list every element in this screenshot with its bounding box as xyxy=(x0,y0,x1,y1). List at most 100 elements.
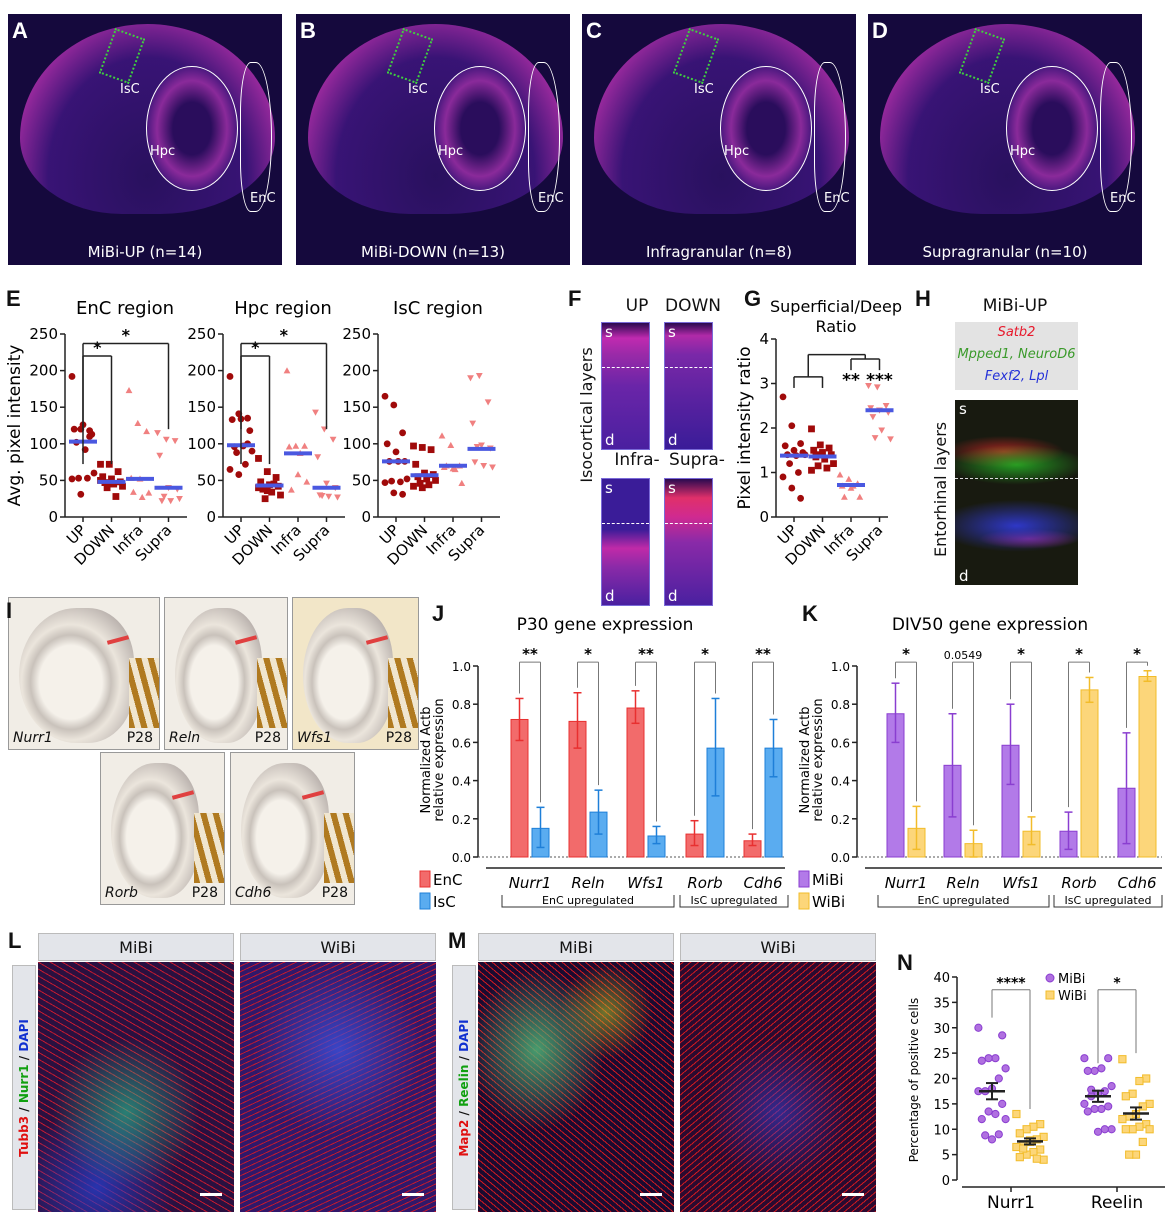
panel_l-stain-label: Tubb3 / Nurr1 / DAPI xyxy=(12,965,36,1210)
data-point xyxy=(1015,1129,1024,1138)
group-label: IsC upregulated xyxy=(691,894,778,907)
data-point xyxy=(416,479,424,487)
data-point xyxy=(1128,1089,1137,1098)
y-tick-label: 0.2 xyxy=(831,813,850,827)
data-point xyxy=(814,462,822,470)
y-tick-label: 4 xyxy=(759,330,769,348)
data-point xyxy=(312,409,319,416)
data-point xyxy=(399,429,406,437)
y-tick-label: 0.2 xyxy=(452,813,471,827)
data-point xyxy=(103,484,111,492)
f-header-up: UP xyxy=(625,296,649,316)
significance-label: * xyxy=(280,326,289,345)
data-point xyxy=(125,386,133,394)
data-point xyxy=(425,481,433,489)
data-point xyxy=(977,1056,986,1065)
data-point xyxy=(323,480,330,487)
y-tick-label: 0.4 xyxy=(831,775,850,789)
group-label: IsC upregulated xyxy=(1065,894,1152,907)
data-point xyxy=(1001,1115,1010,1124)
panel-letter-j: J xyxy=(432,601,445,626)
data-point xyxy=(388,477,395,485)
data-point xyxy=(1036,1120,1045,1129)
data-point xyxy=(977,1115,986,1124)
data-point xyxy=(480,463,488,470)
panel-letter-d: D xyxy=(872,18,888,43)
data-point xyxy=(390,489,398,497)
brain-caption: MiBi-DOWN (n=13) xyxy=(360,243,506,261)
region-label-isc: IsC xyxy=(120,82,140,97)
data-point xyxy=(781,442,789,450)
data-point xyxy=(1093,1127,1103,1136)
significance-label: ** xyxy=(842,371,860,391)
data-point xyxy=(248,447,256,455)
data-point xyxy=(119,482,126,490)
panel-letter-k: K xyxy=(802,601,818,626)
data-point xyxy=(808,425,815,433)
data-point xyxy=(255,484,262,492)
data-point xyxy=(68,475,76,483)
data-point xyxy=(263,468,271,476)
significance-label: * xyxy=(1017,645,1025,663)
data-point xyxy=(383,440,391,448)
data-point xyxy=(825,444,833,452)
data-point xyxy=(138,493,146,500)
chart-title: DIV50 gene expression xyxy=(892,615,1088,635)
data-point xyxy=(226,466,234,473)
bar xyxy=(1138,676,1157,858)
data-point xyxy=(797,494,804,502)
data-point xyxy=(145,489,153,496)
panel_l-header-mibi: MiBi xyxy=(38,933,234,961)
bar xyxy=(1080,689,1099,858)
data-point xyxy=(1090,1066,1099,1075)
data-point xyxy=(1107,1125,1116,1134)
x-tick-label: Reln xyxy=(946,874,979,892)
data-point xyxy=(788,484,796,492)
panel_l-image-mibi xyxy=(38,962,234,1212)
y-tick-label: 50 xyxy=(352,471,371,489)
significance-label: * xyxy=(1075,645,1083,663)
data-point xyxy=(75,474,82,482)
y-tick-label: 0 xyxy=(48,508,58,526)
data-point xyxy=(994,1130,1003,1139)
significance-label: ** xyxy=(755,645,771,663)
significance-label: * xyxy=(251,338,260,357)
data-point xyxy=(1032,1154,1041,1163)
data-point xyxy=(167,498,175,505)
data-point xyxy=(458,479,466,487)
significance-label: * xyxy=(902,645,910,663)
data-point xyxy=(97,460,104,468)
data-point xyxy=(288,486,295,493)
gene-label: Cdh6 xyxy=(235,885,272,901)
data-point xyxy=(325,493,333,500)
data-point xyxy=(303,478,311,485)
data-point xyxy=(1090,1104,1099,1114)
data-point xyxy=(836,471,844,478)
data-point xyxy=(1138,1102,1147,1111)
data-point xyxy=(1121,1092,1130,1101)
f-header-down: DOWN xyxy=(665,296,721,316)
data-point xyxy=(788,422,796,430)
data-point xyxy=(797,440,804,447)
data-point xyxy=(294,471,302,478)
data-point xyxy=(246,427,254,435)
gene-label: Reln xyxy=(169,730,201,746)
region-label-hpc: Hpc xyxy=(1010,144,1036,159)
h-title: MiBi-UP xyxy=(982,296,1048,316)
region-label-hpc: Hpc xyxy=(438,144,464,159)
data-point xyxy=(1131,1150,1141,1159)
data-point xyxy=(438,432,446,439)
y-axis-label: relative expression xyxy=(811,698,826,821)
scale-bar xyxy=(402,1193,424,1196)
data-point xyxy=(873,384,881,391)
legend-label: MiBi xyxy=(1058,972,1085,987)
brain-caption: MiBi-UP (n=14) xyxy=(87,243,203,261)
x-tick-label: Wfs1 xyxy=(1002,874,1039,892)
data-point xyxy=(1022,1125,1031,1134)
h-gene-line: Mpped1, NeuroD6 xyxy=(957,347,1076,362)
panel-letter-a: A xyxy=(12,18,28,43)
legend-label: WiBi xyxy=(812,893,845,911)
brain-section-image: IsC Hpc EnC Supragranular (n=10) xyxy=(868,14,1142,265)
data-point xyxy=(1142,1074,1151,1083)
